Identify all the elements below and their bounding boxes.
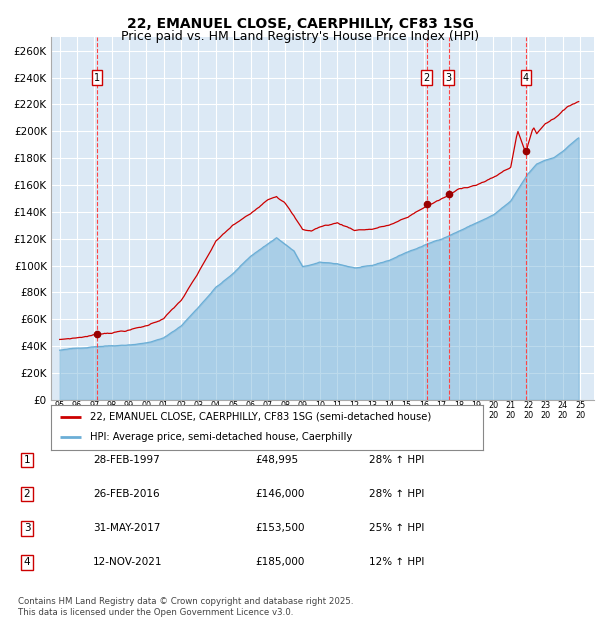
Text: 22, EMANUEL CLOSE, CAERPHILLY, CF83 1SG: 22, EMANUEL CLOSE, CAERPHILLY, CF83 1SG <box>127 17 473 32</box>
Text: 3: 3 <box>446 73 452 82</box>
Text: 3: 3 <box>23 523 31 533</box>
Text: 25% ↑ HPI: 25% ↑ HPI <box>369 523 424 533</box>
Text: 22, EMANUEL CLOSE, CAERPHILLY, CF83 1SG (semi-detached house): 22, EMANUEL CLOSE, CAERPHILLY, CF83 1SG … <box>90 412 431 422</box>
Text: 12% ↑ HPI: 12% ↑ HPI <box>369 557 424 567</box>
Text: 2: 2 <box>23 489 31 499</box>
Text: 28% ↑ HPI: 28% ↑ HPI <box>369 455 424 465</box>
Text: £146,000: £146,000 <box>255 489 304 499</box>
Text: 28% ↑ HPI: 28% ↑ HPI <box>369 489 424 499</box>
Text: Contains HM Land Registry data © Crown copyright and database right 2025.
This d: Contains HM Land Registry data © Crown c… <box>18 598 353 617</box>
Text: Price paid vs. HM Land Registry's House Price Index (HPI): Price paid vs. HM Land Registry's House … <box>121 30 479 43</box>
Text: 12-NOV-2021: 12-NOV-2021 <box>93 557 163 567</box>
Text: 2: 2 <box>424 73 430 82</box>
Text: £48,995: £48,995 <box>255 455 298 465</box>
Text: 4: 4 <box>523 73 529 82</box>
Text: 1: 1 <box>94 73 100 82</box>
Text: 31-MAY-2017: 31-MAY-2017 <box>93 523 160 533</box>
Text: £185,000: £185,000 <box>255 557 304 567</box>
Text: £153,500: £153,500 <box>255 523 305 533</box>
Text: 26-FEB-2016: 26-FEB-2016 <box>93 489 160 499</box>
Text: 4: 4 <box>23 557 31 567</box>
Text: 28-FEB-1997: 28-FEB-1997 <box>93 455 160 465</box>
Text: HPI: Average price, semi-detached house, Caerphilly: HPI: Average price, semi-detached house,… <box>90 432 352 443</box>
Text: 1: 1 <box>23 455 31 465</box>
